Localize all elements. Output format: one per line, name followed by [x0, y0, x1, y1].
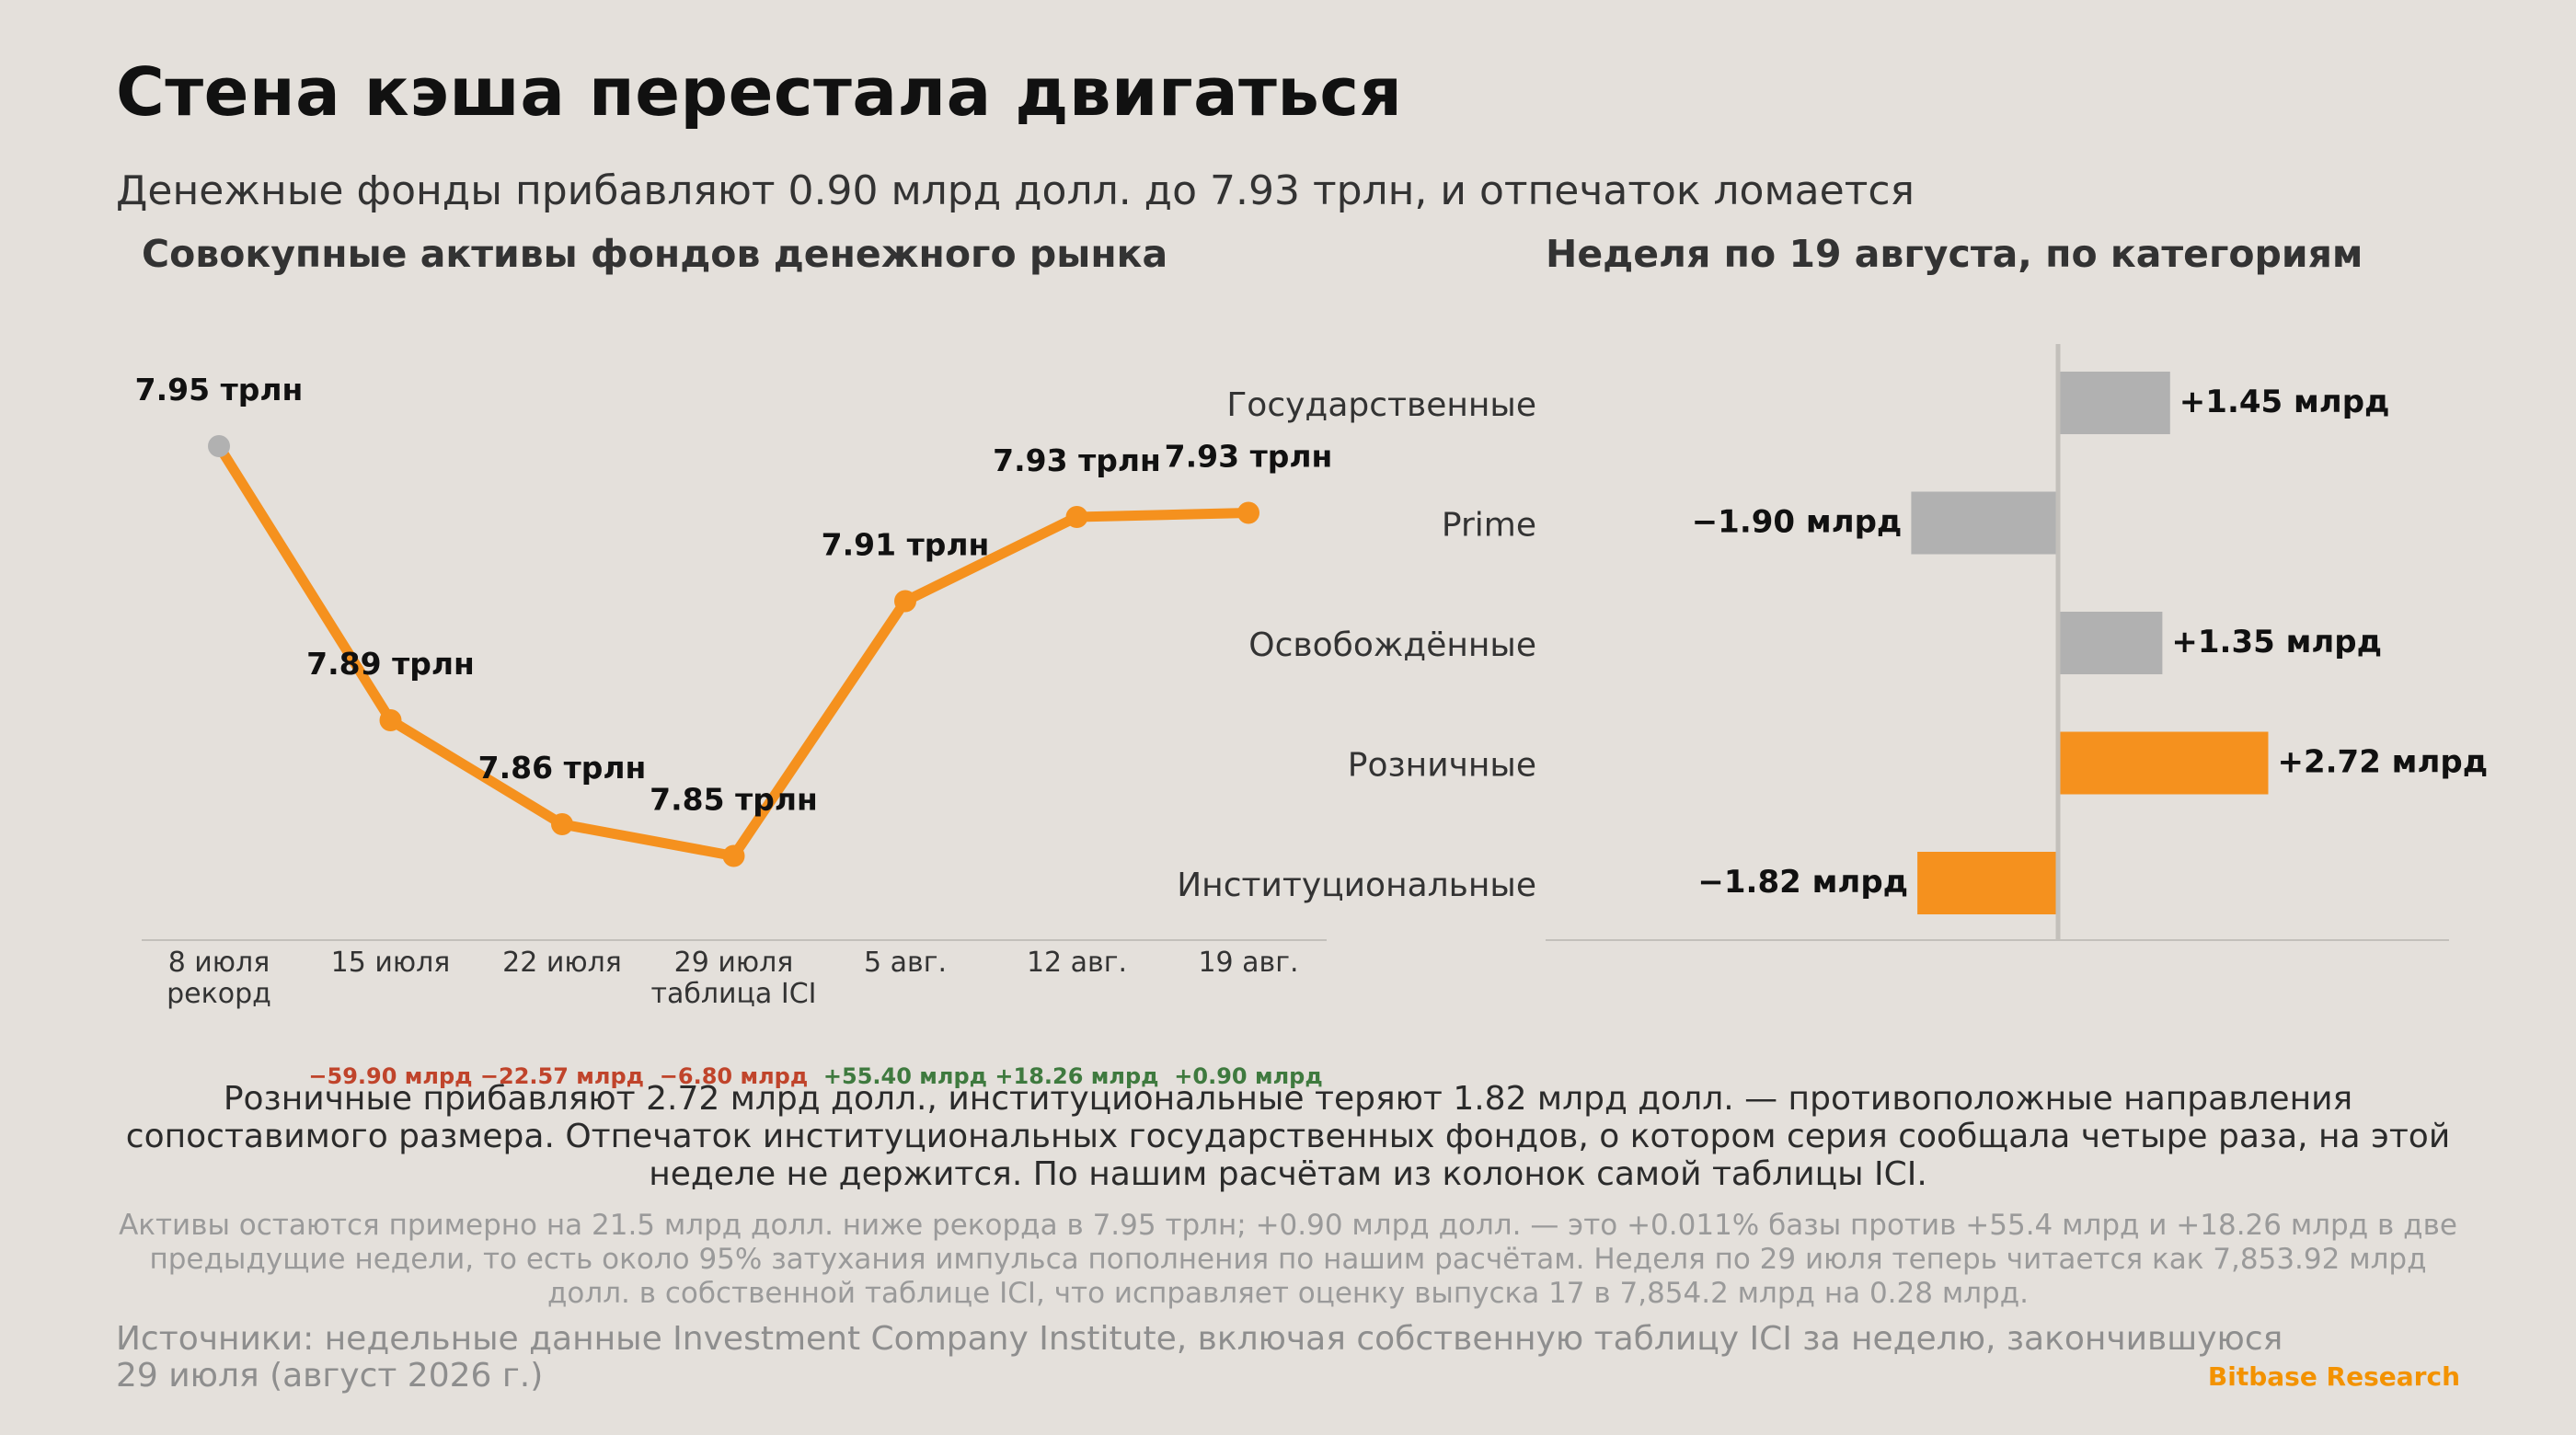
line-data-label: 7.89 трлн: [306, 646, 475, 682]
line-data-label: 7.85 трлн: [650, 782, 818, 818]
bar-category-label: Институциональные: [1177, 867, 1536, 904]
line-data-label: 7.93 трлн: [993, 442, 1161, 478]
bar-chart: Государственные +1.45 млрд Prime −1.90 млрд…: [1177, 344, 2488, 941]
page-subtitle: Денежные фонды прибавляют 0.90 млрд долл…: [116, 167, 1915, 214]
line-data-label: 7.93 трлн: [1165, 439, 1333, 475]
bar: [2058, 372, 2170, 434]
bar-value-label: +1.45 млрд: [2179, 384, 2390, 420]
line-data-label: 7.86 трлн: [478, 750, 647, 786]
bar-category-label: Розничные: [1348, 747, 1536, 785]
note-paragraph: Активы остаются примерно на 21.5 млрд до…: [119, 1209, 2457, 1310]
x-tick-label: 19 авг.: [1198, 947, 1298, 979]
page-title: Стена кэша перестала двигаться: [116, 53, 1403, 131]
line-point: [208, 435, 230, 457]
weekly-change-label: −6.80 млрд: [660, 1063, 808, 1089]
bar: [1917, 852, 2058, 914]
x-tick-label: 8 июля: [168, 947, 270, 979]
weekly-change-label: +18.26 млрд: [995, 1063, 1158, 1089]
body-paragraph: Розничные прибавляют 2.72 млрд долл., ин…: [125, 1080, 2451, 1193]
line-point: [551, 813, 573, 835]
line-point: [1065, 506, 1088, 528]
x-tick-label: 29 июля: [674, 947, 794, 979]
bar-category-label: Освобождённые: [1248, 626, 1536, 664]
x-tick-label: 22 июля: [502, 947, 622, 979]
brand-logo-text: Bitbase Research: [2207, 1361, 2460, 1392]
line-point: [722, 844, 745, 867]
bar: [2058, 612, 2163, 674]
x-tick-label: таблица ICI: [650, 978, 816, 1010]
bar-category-label: Государственные: [1226, 386, 1536, 424]
weekly-change-label: −22.57 млрд: [480, 1063, 644, 1089]
sources-footnote: Источники: недельные данные Investment C…: [116, 1320, 2283, 1395]
weekly-change-label: +55.40 млрд: [823, 1063, 987, 1089]
x-tick-label: 15 июля: [331, 947, 451, 979]
line-data-label: 7.91 трлн: [822, 527, 990, 563]
bar-chart-title: Неделя по 19 августа, по категориям: [1546, 232, 2363, 276]
line-point: [894, 590, 916, 613]
x-tick-label: 5 авг.: [864, 947, 947, 979]
line-point: [1237, 501, 1259, 524]
bar-value-label: +2.72 млрд: [2277, 744, 2488, 781]
weekly-change-label: +0.90 млрд: [1174, 1063, 1322, 1089]
x-tick-label: 12 авг.: [1027, 947, 1127, 979]
weekly-change-label: −59.90 млрд: [308, 1063, 472, 1089]
bar-category-label: Prime: [1442, 507, 1536, 545]
x-tick-label: рекорд: [167, 978, 271, 1010]
line-point: [379, 709, 402, 731]
bar-value-label: −1.82 млрд: [1697, 864, 1908, 901]
line-chart-title: Совокупные активы фондов денежного рынка: [142, 232, 1168, 276]
line-data-label: 7.95 трлн: [135, 372, 304, 408]
bar: [1911, 491, 2058, 555]
bar-value-label: +1.35 млрд: [2171, 624, 2382, 660]
bar: [2058, 731, 2269, 795]
bar-value-label: −1.90 млрд: [1692, 504, 1903, 541]
